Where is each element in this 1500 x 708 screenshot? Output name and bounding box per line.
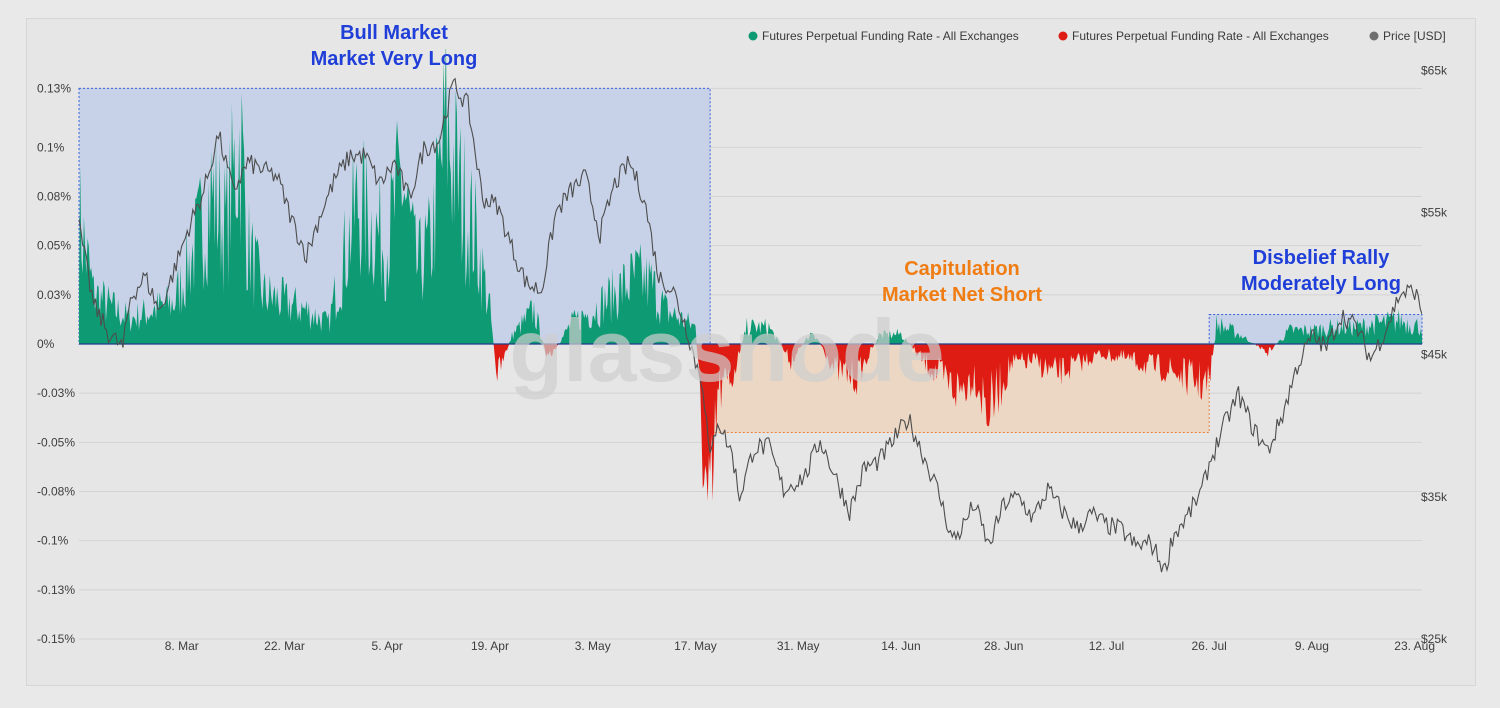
x-axis-tick-label: 31. May (777, 639, 820, 653)
left-axis-tick-label: 0.13% (37, 81, 71, 95)
left-axis-tick-label: 0.05% (37, 239, 71, 253)
right-axis-tick-label: $35k (1421, 490, 1448, 504)
disbelief-rally-annotation: Moderately Long (1241, 273, 1401, 295)
left-axis-tick-label: -0.05% (37, 435, 75, 449)
right-axis-tick-label: $65k (1421, 63, 1448, 77)
right-axis-tick-label: $25k (1421, 632, 1448, 646)
left-axis-tick-label: -0.1% (37, 534, 69, 548)
x-axis-tick-label: 28. Jun (984, 639, 1023, 653)
x-axis-tick-label: 19. Apr (471, 639, 509, 653)
legend-item[interactable]: Futures Perpetual Funding Rate - All Exc… (748, 29, 1019, 43)
annotations: Bull Market Market Very Long Capitulation M… (311, 22, 1401, 306)
funding-rate-chart: glassnode 0.13% 0.1% 0.08% 0.05% 0.03% 0% -0.0… (37, 22, 1448, 653)
x-axis-tick-label: 12. Jul (1089, 639, 1124, 653)
price-line (79, 77, 1422, 573)
left-axis-tick-label: -0.08% (37, 485, 75, 499)
right-axis-tick-label: $55k (1421, 205, 1448, 219)
legend-label: Price [USD] (1383, 29, 1446, 43)
legend-label: Futures Perpetual Funding Rate - All Exc… (762, 29, 1019, 43)
dot-icon (748, 31, 758, 41)
x-axis-tick-label: 3. May (575, 639, 611, 653)
left-axis-tick-label: -0.15% (37, 632, 75, 646)
dot-icon (1369, 31, 1379, 41)
left-axis-tick-label: -0.13% (37, 583, 75, 597)
funding-positive-area (79, 49, 1422, 344)
x-axis-tick-label: 5. Apr (372, 639, 403, 653)
disbelief-rally-annotation: Disbelief Rally (1253, 247, 1391, 269)
x-axis-tick-label: 8. Mar (165, 639, 199, 653)
left-axis-tick-label: 0.1% (37, 140, 65, 154)
x-axis-tick-label: 22. Mar (264, 639, 305, 653)
legend[interactable]: Futures Perpetual Funding Rate - All Exc… (748, 29, 1446, 43)
left-axis-tick-label: 0% (37, 337, 55, 351)
x-axis-tick-label: 17. May (674, 639, 717, 653)
right-axis-tick-label: $45k (1421, 348, 1448, 362)
left-axis-tick-label: 0.03% (37, 288, 71, 302)
legend-item[interactable]: Futures Perpetual Funding Rate - All Exc… (1058, 29, 1329, 43)
legend-item[interactable]: Price [USD] (1369, 29, 1446, 43)
left-axis-tick-label: 0.08% (37, 190, 71, 204)
chart-card: glassnode 0.13% 0.1% 0.08% 0.05% 0.03% 0% -0.0… (26, 18, 1476, 686)
price-series (79, 77, 1422, 573)
x-axis-tick-label: 23. Aug (1394, 639, 1435, 653)
watermark-logo: glassnode (509, 301, 944, 400)
funding-rate-series (79, 49, 1422, 501)
bull-market-annotation: Bull Market (340, 22, 448, 44)
bull-market-annotation: Market Very Long (311, 48, 478, 70)
legend-label: Futures Perpetual Funding Rate - All Exc… (1072, 29, 1329, 43)
x-axis-tick-label: 9. Aug (1295, 639, 1329, 653)
left-axis-tick-label: -0.03% (37, 386, 75, 400)
capitulation-annotation: Market Net Short (882, 284, 1042, 306)
x-axis-tick-label: 14. Jun (881, 639, 920, 653)
dot-icon (1058, 31, 1068, 41)
capitulation-annotation: Capitulation (904, 258, 1020, 280)
x-axis-tick-label: 26. Jul (1191, 639, 1226, 653)
axes: 0.13% 0.1% 0.08% 0.05% 0.03% 0% -0.03% -0.05% -0… (37, 63, 1448, 653)
